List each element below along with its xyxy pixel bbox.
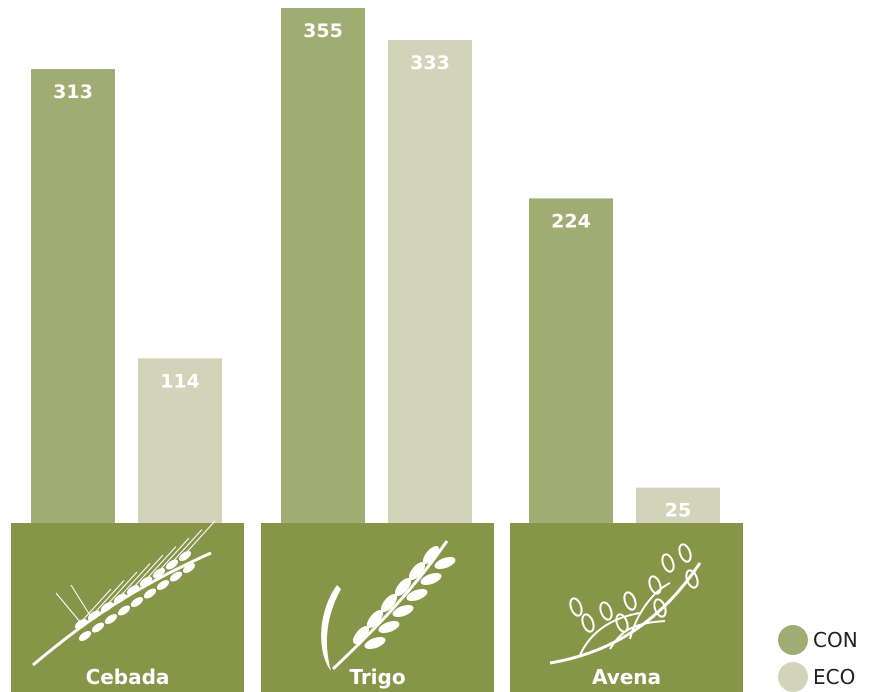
data-label-avena-eco: 25 [665,500,691,522]
data-label-avena-con: 224 [551,210,591,232]
category-label-trigo: Trigo [349,665,405,689]
category-label-avena: Avena [592,665,661,689]
bar-cebada-con [31,69,115,525]
legend-label-con: CON [813,628,858,652]
wheat-icon [321,540,456,671]
category-box-trigo [261,523,494,692]
data-label-trigo-con: 355 [303,20,343,42]
bar-avena-con [529,198,613,525]
category-boxes: Cebada Trigo Avena [11,520,743,692]
data-label-cebada-con: 313 [53,81,93,103]
legend-label-eco: ECO [813,665,855,689]
legend: CON ECO [778,625,858,692]
category-label-cebada: Cebada [86,665,170,689]
oat-icon [549,543,702,665]
legend-swatch-con [778,625,808,655]
data-label-trigo-eco: 333 [410,52,450,74]
bar-cebada-eco [138,358,222,524]
category-box-avena [510,523,743,692]
data-label-cebada-eco: 114 [160,370,200,392]
barley-icon [32,520,216,667]
bar-avena-eco [636,487,720,524]
bar-trigo-con [281,8,365,524]
legend-swatch-eco [778,662,808,692]
bar-trigo-eco [388,39,472,524]
bars-layer: 313 114 355 333 224 25 [31,8,720,525]
